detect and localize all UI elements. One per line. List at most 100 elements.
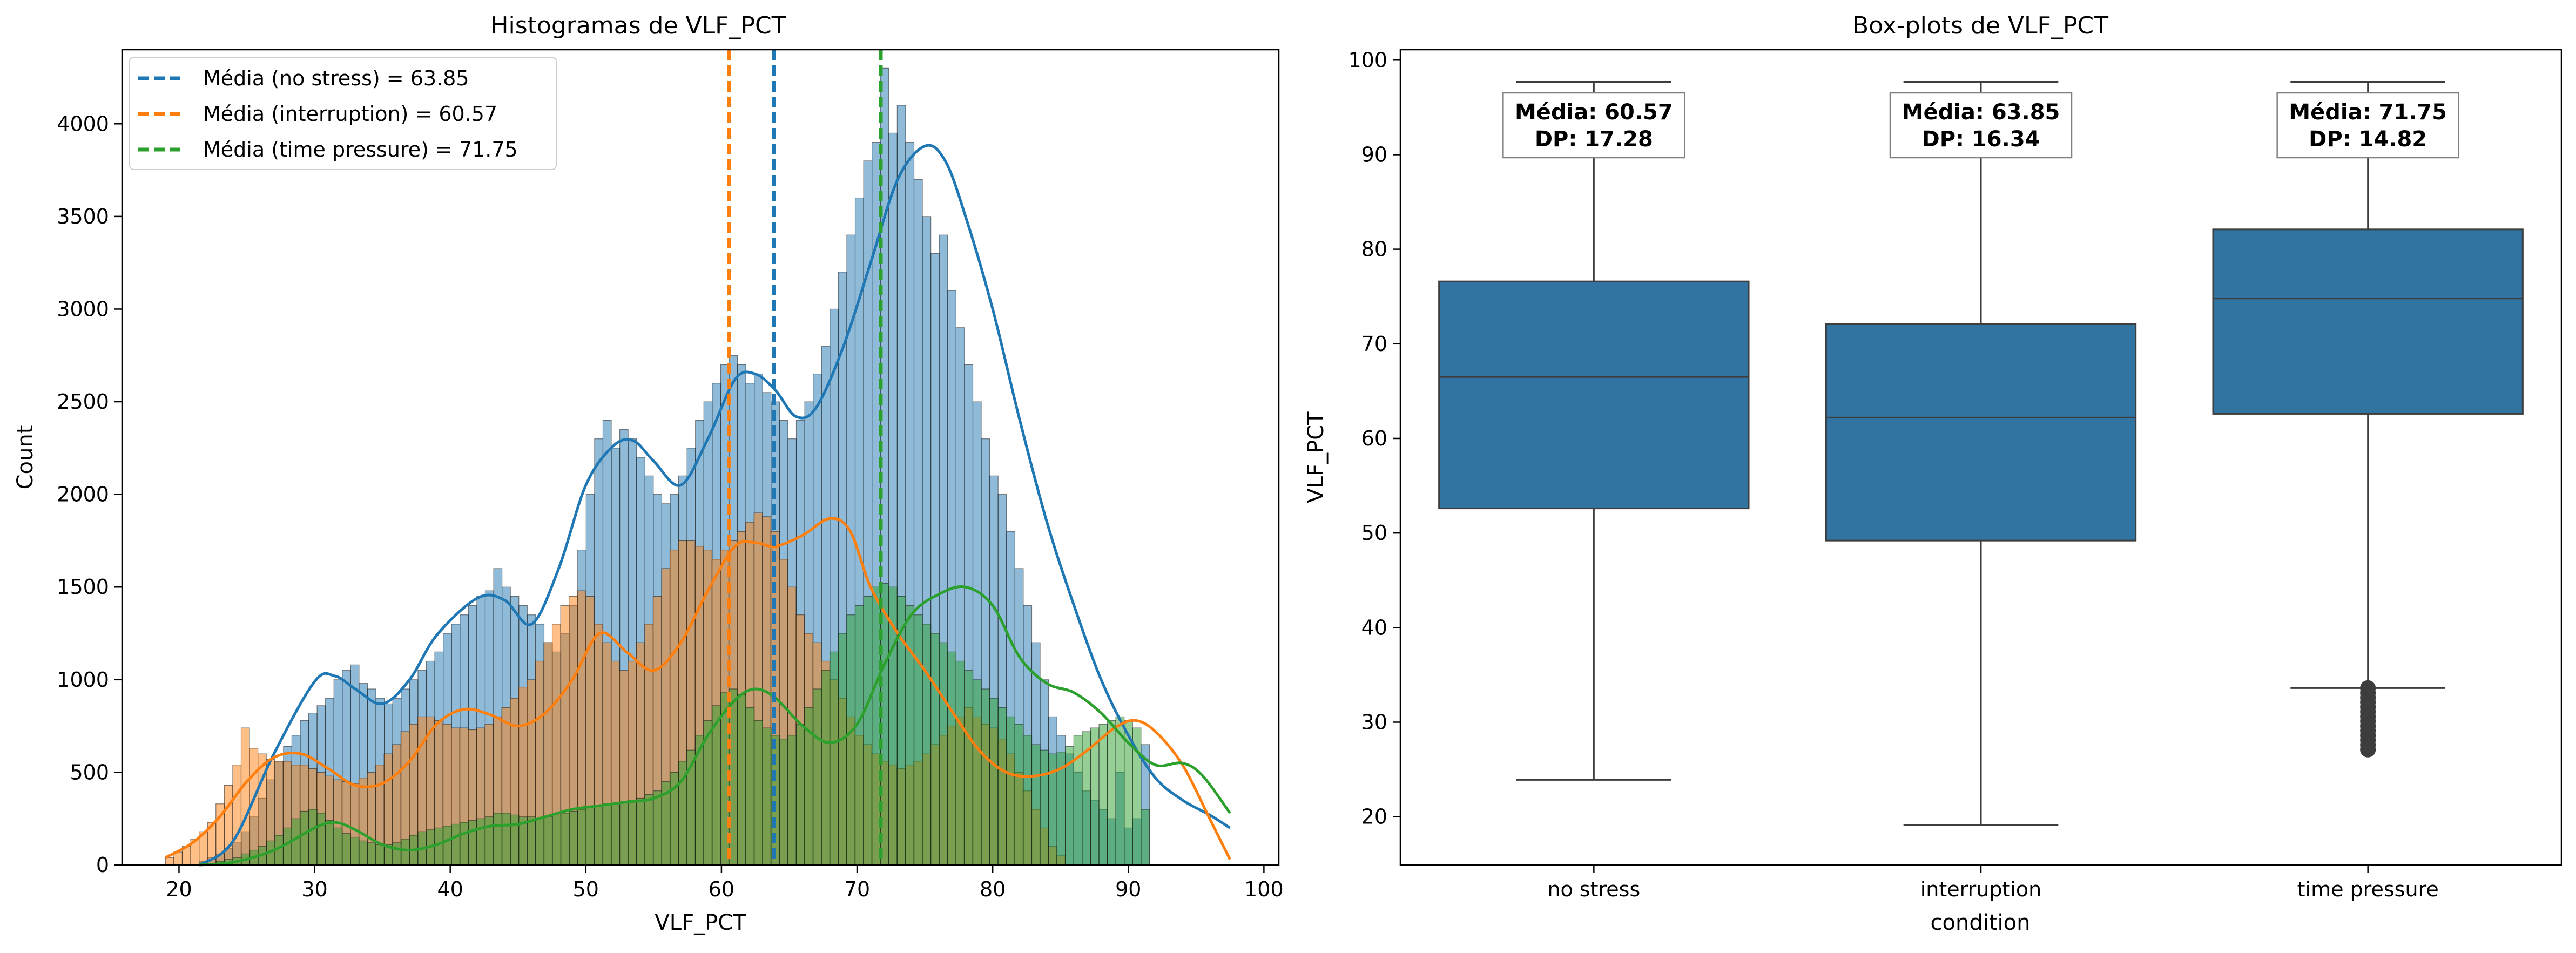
stat-box <box>1502 92 1685 159</box>
hist-bar-time-pressure <box>813 688 822 866</box>
hist-bar-time-pressure <box>737 694 746 866</box>
hist-bar-time-pressure <box>972 679 982 866</box>
hist-bar-time-pressure <box>510 814 520 866</box>
hist-bar-time-pressure <box>333 827 343 866</box>
histogram-title: Histogramas de VLF_PCT <box>490 12 786 39</box>
hist-bar-time-pressure <box>493 813 503 866</box>
hist-bar-time-pressure <box>930 633 940 866</box>
box-iqr <box>2212 228 2524 415</box>
histogram-panel: Histogramas de VLF_PCT 20 30 40 50 60 70 80 90 1… <box>13 12 1284 935</box>
y-tick-label: 3000 <box>57 297 109 321</box>
stat-mean-label: Média: 71.75 <box>2289 100 2447 125</box>
hist-bar-interruption <box>224 785 233 866</box>
hist-bar-time-pressure <box>401 839 410 866</box>
hist-bar-time-pressure <box>552 814 562 866</box>
hist-bar-time-pressure <box>1040 749 1049 866</box>
x-tick-label: 100 <box>1244 877 1284 901</box>
hist-bar-time-pressure <box>460 822 469 866</box>
y-tick-label: 60 <box>1361 427 1387 450</box>
y-tick-label: 0 <box>96 853 109 877</box>
hist-bar-time-pressure <box>291 818 301 866</box>
y-tick-label: 70 <box>1361 332 1387 356</box>
hist-bar-time-pressure <box>502 813 511 866</box>
y-tick-label: 1000 <box>57 668 109 692</box>
legend-label-interruption: Média (interruption) = 60.57 <box>203 102 497 126</box>
hist-bar-time-pressure <box>745 707 755 866</box>
y-tick-label: 50 <box>1361 521 1387 545</box>
hist-bar-time-pressure <box>619 801 629 866</box>
stat-sd-label: DP: 14.82 <box>2309 127 2427 152</box>
x-tick-label: time pressure <box>2297 877 2439 901</box>
hist-bar-time-pressure <box>560 813 570 866</box>
hist-bar-time-pressure <box>1023 735 1033 866</box>
x-tick-label: no stress <box>1547 877 1640 901</box>
hist-bar-time-pressure <box>468 820 477 866</box>
hist-bar-time-pressure <box>342 833 351 866</box>
hist-bar-time-pressure <box>602 803 612 866</box>
y-tick-label: 30 <box>1361 710 1387 734</box>
stat-box <box>2276 92 2459 159</box>
hist-bar-time-pressure <box>300 810 309 866</box>
stat-box <box>1889 92 2073 159</box>
hist-bar-time-pressure <box>913 614 923 866</box>
y-tick-label: 20 <box>1361 805 1387 829</box>
hist-bar-time-pressure <box>981 688 990 866</box>
hist-bar-time-pressure <box>359 840 368 866</box>
legend-label-no-stress: Média (no stress) = 63.85 <box>203 66 469 90</box>
kde-curve-time-pressure <box>199 585 1231 867</box>
histogram-y-ticks: 0 500 1000 1500 2000 2500 3000 3500 4000 <box>57 112 122 877</box>
time-pressure-bars <box>199 583 1150 866</box>
x-tick-label: interruption <box>1920 877 2042 901</box>
hist-bar-time-pressure <box>350 836 360 866</box>
hist-bar-time-pressure <box>476 818 486 866</box>
legend-label-time-pressure: Média (time pressure) = 71.75 <box>203 138 518 161</box>
x-tick-label: 20 <box>166 877 192 901</box>
y-tick-label: 4000 <box>57 112 109 136</box>
box-iqr <box>1438 280 1750 510</box>
hist-bar-time-pressure <box>443 826 452 866</box>
boxplot-title: Box-plots de VLF_PCT <box>1852 12 2108 39</box>
hist-bar-time-pressure <box>628 800 637 866</box>
hist-bar-time-pressure <box>1006 716 1015 866</box>
hist-bar-time-pressure <box>1141 809 1150 866</box>
y-tick-label: 3500 <box>57 205 109 228</box>
hist-bar-time-pressure <box>543 816 553 866</box>
hist-bar-time-pressure <box>947 651 956 866</box>
hist-bar-time-pressure <box>527 816 536 866</box>
histogram-legend: Média (no stress) = 63.85 Média (interru… <box>129 57 557 170</box>
x-tick-label: 70 <box>844 877 870 901</box>
hist-bar-time-pressure <box>821 670 831 866</box>
hist-bar-time-pressure <box>964 670 974 866</box>
hist-bar-time-pressure <box>997 707 1007 866</box>
hist-bar-time-pressure <box>1014 724 1024 866</box>
hist-bar-time-pressure <box>838 633 847 866</box>
x-tick-label: 80 <box>980 877 1006 901</box>
y-tick-label: 2000 <box>57 483 109 506</box>
hist-bar-time-pressure <box>939 642 948 866</box>
x-tick-label: 30 <box>301 877 327 901</box>
hist-bar-time-pressure <box>1031 744 1041 866</box>
hist-bar-time-pressure <box>594 805 604 866</box>
stat-mean-label: Média: 63.85 <box>1902 100 2060 125</box>
hist-bar-time-pressure <box>787 735 797 866</box>
y-tick-label: 40 <box>1361 616 1387 639</box>
y-tick-label: 90 <box>1361 143 1387 166</box>
hist-bar-time-pressure <box>846 614 856 866</box>
hist-bar-time-pressure <box>367 842 376 866</box>
hist-bar-time-pressure <box>1107 720 1116 866</box>
hist-bar-time-pressure <box>754 720 763 866</box>
histogram-x-ticks: 20 30 40 50 60 70 80 90 100 <box>166 865 1284 901</box>
hist-bar-time-pressure <box>712 705 721 866</box>
hist-bar-time-pressure <box>569 810 578 866</box>
boxplot-x-ticks: no stress interruption time pressure <box>1547 865 2439 901</box>
boxplot-y-label: VLF_PCT <box>1304 411 1329 503</box>
boxplot-y-ticks: 20 30 40 50 60 70 80 90 100 <box>1348 48 1400 829</box>
hist-bar-time-pressure <box>316 813 326 866</box>
stat-sd-label: DP: 17.28 <box>1535 127 1653 152</box>
boxplot-x-label: condition <box>1931 910 2031 935</box>
hist-bar-time-pressure <box>451 823 461 866</box>
hist-bar-interruption <box>232 765 242 866</box>
x-tick-label: 90 <box>1115 877 1141 901</box>
